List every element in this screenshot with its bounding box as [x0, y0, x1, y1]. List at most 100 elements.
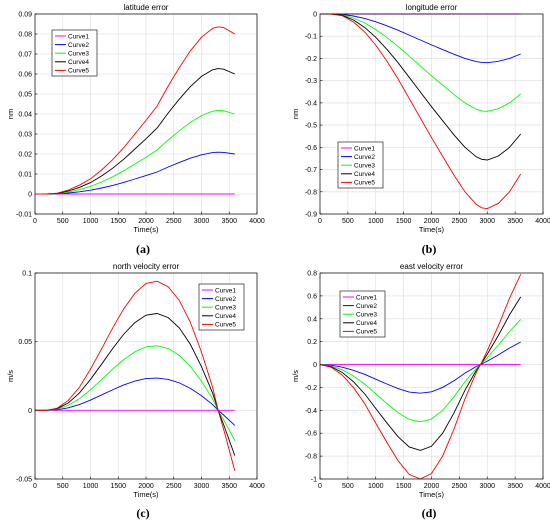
y-tick-label: -0.9: [305, 212, 317, 219]
series-line-curve5: [35, 26, 236, 195]
series-line-curve5: [320, 13, 522, 210]
x-tick-label: 0: [33, 483, 37, 490]
chart-title: latitude error: [124, 3, 169, 12]
y-tick-label: 0.4: [307, 316, 317, 323]
y-axis-label: m/s: [291, 370, 300, 382]
series-line-curve5: [35, 280, 236, 471]
x-tick-label: 0: [33, 218, 37, 225]
y-tick-label: 0: [28, 192, 32, 199]
x-tick-label: 2500: [166, 483, 182, 490]
x-tick-label: 1000: [368, 483, 384, 490]
y-tick-label: 0: [28, 408, 32, 415]
x-axis-label: Time(s): [133, 490, 159, 499]
x-tick-label: 4000: [249, 218, 265, 225]
legend-label: Curve4: [68, 59, 89, 66]
axes-frame: [34, 13, 258, 215]
series-group: [35, 280, 236, 471]
legend-label: Curve4: [215, 313, 236, 320]
series-line-curve2: [320, 13, 521, 64]
x-tick-label: 500: [57, 483, 69, 490]
x-axis-label: Time(s): [133, 225, 159, 234]
x-tick-label: 3500: [221, 218, 237, 225]
series-line-curve2: [319, 341, 521, 394]
y-tick-label: 0.05: [18, 92, 32, 99]
legend-label: Curve4: [356, 320, 377, 327]
panel-caption: (b): [422, 242, 437, 256]
y-tick-label: -0.3: [305, 78, 317, 85]
y-axis-label: nm: [6, 109, 15, 119]
y-tick-label: -0.1: [305, 34, 317, 41]
x-tick-label: 2000: [138, 218, 154, 225]
y-tick-label: 0.04: [18, 112, 32, 119]
y-tick-label: 0.1: [22, 271, 32, 278]
x-tick-label: 2500: [452, 483, 468, 490]
x-tick-label: 0: [318, 218, 322, 225]
legend-label: Curve2: [354, 154, 375, 161]
y-tick-label: -0.6: [305, 431, 317, 438]
x-tick-label: 3000: [194, 483, 210, 490]
series-line-curve3: [35, 345, 236, 441]
axes-frame: [319, 13, 544, 215]
x-tick-label: 3500: [221, 483, 237, 490]
chart-title: north velocity error: [113, 262, 180, 271]
axes-frame: [319, 272, 544, 480]
chart-panel-2: 0 500 1000 1500 2000 2500 3000 3500 4000 -0.9 -0.8…: [291, 3, 550, 256]
legend-label: Curve5: [215, 322, 236, 329]
y-tick-label: 0: [313, 12, 317, 19]
y-tick-label: 0.06: [18, 72, 32, 79]
x-tick-label: 1000: [83, 483, 99, 490]
y-tick-label: -0.7: [305, 167, 317, 174]
chart-panel-3: 0 500 1000 1500 2000 2500 3000 3500 4000-0.0500.…: [6, 262, 265, 520]
legend-label: Curve1: [356, 294, 377, 301]
x-tick-label: 1500: [396, 218, 412, 225]
y-tick-label: -0.8: [305, 454, 317, 461]
chart-panel-1: 0 500 1000 1500 2000 2500 3000 3500 4000-0.0100.…: [6, 3, 265, 256]
series-line-curve3: [35, 109, 235, 195]
legend-label: Curve2: [68, 42, 89, 49]
y-tick-label: -0.05: [16, 477, 32, 484]
legend-label: Curve1: [354, 145, 375, 152]
chart-panel-4: 0 500 1000 1500 2000 2500 3000 3500 4000 -1 -0.8 -0…: [291, 262, 550, 520]
y-tick-label: 0: [313, 362, 317, 369]
legend-label: Curve1: [215, 287, 236, 294]
legend-label: Curve3: [215, 305, 236, 312]
series-line-curve5: [319, 274, 522, 480]
series-group: [35, 26, 236, 195]
axes-frame: [34, 272, 258, 480]
x-tick-label: 4000: [535, 483, 550, 490]
y-tick-label: 0.02: [18, 152, 32, 159]
x-axis-label: Time(s): [419, 490, 445, 499]
x-tick-label: 2000: [138, 483, 154, 490]
x-tick-label: 2500: [452, 218, 468, 225]
legend-label: Curve2: [356, 303, 377, 310]
legend-label: Curve5: [356, 329, 377, 336]
panel-caption: (a): [136, 242, 150, 256]
x-tick-label: 1500: [110, 218, 126, 225]
chart-title: longitude error: [406, 3, 458, 12]
series-line-curve3: [319, 319, 522, 423]
x-tick-label: 3000: [479, 218, 495, 225]
legend-label: Curve5: [354, 180, 375, 187]
y-tick-label: -1: [311, 477, 317, 484]
y-tick-label: -0.8: [305, 189, 317, 196]
x-tick-label: 0: [318, 483, 322, 490]
x-tick-label: 1500: [110, 483, 126, 490]
y-tick-label: 0.07: [18, 52, 32, 59]
x-tick-label: 2000: [424, 483, 440, 490]
y-tick-label: -0.2: [305, 385, 317, 392]
legend-label: Curve2: [215, 296, 236, 303]
series-line-curve4: [35, 313, 236, 456]
y-tick-label: 0.01: [18, 172, 32, 179]
series-line-curve2: [35, 151, 235, 195]
y-tick-label: -0.5: [305, 123, 317, 130]
series-line-curve4: [319, 296, 522, 451]
x-tick-label: 3500: [507, 483, 523, 490]
x-tick-label: 500: [342, 218, 354, 225]
x-tick-label: 500: [342, 483, 354, 490]
x-tick-label: 1000: [83, 218, 99, 225]
x-tick-label: 2000: [424, 218, 440, 225]
series-group: [319, 274, 522, 480]
